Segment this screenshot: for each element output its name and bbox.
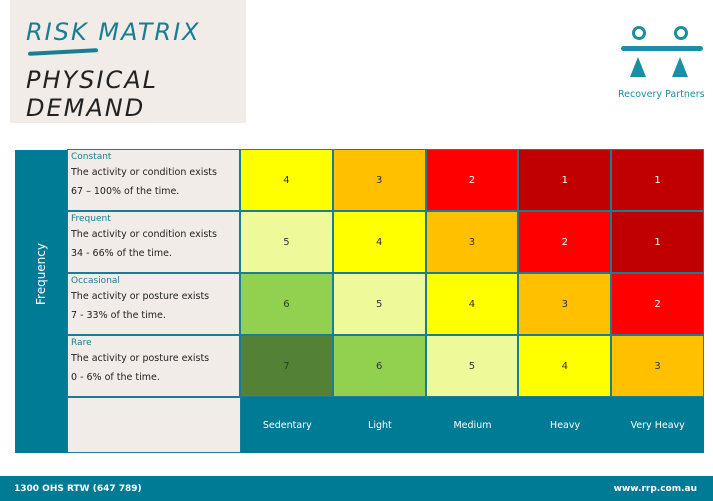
- blank-corner-cell: [67, 397, 241, 453]
- website-link[interactable]: www.rrp.com.au: [613, 484, 697, 494]
- description-range: 34 - 66% of the time.: [71, 248, 172, 259]
- frequency-name: Frequent: [71, 214, 111, 224]
- risk-score-cell: 4: [332, 211, 426, 273]
- risk-score-cell: 7: [240, 335, 333, 397]
- description-line: The activity or condition exists: [71, 167, 217, 178]
- column-label: Heavy: [550, 419, 581, 431]
- risk-score-cell: 2: [425, 149, 519, 211]
- risk-score-cell: 3: [425, 211, 519, 273]
- risk-score-cell: 3: [518, 273, 612, 335]
- frequency-name: Rare: [71, 338, 92, 348]
- matrix-row-rare: Rare The activity or posture exists 0 - …: [67, 335, 704, 397]
- row-description: Frequent The activity or condition exist…: [67, 211, 240, 273]
- risk-score-cell: 3: [332, 149, 426, 211]
- row-description: Constant The activity or condition exist…: [67, 149, 240, 211]
- matrix-row-occasional: Occasional The activity or posture exist…: [67, 273, 704, 335]
- matrix-row-frequent: Frequent The activity or condition exist…: [67, 211, 704, 273]
- risk-score-cell: 1: [518, 149, 612, 211]
- description-line: The activity or posture exists: [71, 353, 210, 364]
- column-label: Sedentary: [262, 419, 312, 431]
- column-label: Medium: [453, 419, 492, 431]
- description-line: The activity or posture exists: [71, 291, 210, 302]
- title-underline: [27, 48, 99, 56]
- title: RISK MATRIX: [26, 18, 201, 46]
- matrix-row-constant: Constant The activity or condition exist…: [67, 149, 704, 211]
- frequency-name: Constant: [71, 152, 112, 162]
- risk-score-cell: 2: [518, 211, 612, 273]
- risk-score-cell: 4: [240, 149, 333, 211]
- risk-score-cell: 3: [611, 335, 704, 397]
- phone-number: 1300 OHS RTW (647 789): [14, 484, 142, 494]
- risk-matrix: Frequency Constant The activity or condi…: [15, 149, 704, 453]
- description-range: 0 - 6% of the time.: [71, 372, 160, 383]
- risk-score-cell: 6: [332, 335, 426, 397]
- risk-score-cell: 2: [611, 273, 704, 335]
- row-description: Rare The activity or posture exists 0 - …: [67, 335, 240, 397]
- risk-score-cell: 5: [425, 335, 519, 397]
- risk-score-cell: 4: [425, 273, 519, 335]
- footer: 1300 OHS RTW (647 789) www.rrp.com.au: [0, 476, 713, 501]
- logo-text: Recovery Partners: [618, 89, 705, 100]
- risk-score-cell: 5: [240, 211, 333, 273]
- column-label: Light: [368, 419, 392, 431]
- demand-columns: Sedentary Light Medium Heavy Very Heavy: [241, 397, 704, 453]
- risk-score-cell: 1: [611, 149, 704, 211]
- recovery-partners-logo: Recovery Partners: [618, 24, 706, 104]
- column-label: Very Heavy: [630, 419, 685, 431]
- description-line: The activity or condition exists: [71, 229, 217, 240]
- risk-score-cell: 4: [518, 335, 612, 397]
- frequency-name: Occasional: [71, 276, 120, 286]
- row-description: Occasional The activity or posture exist…: [67, 273, 240, 335]
- subtitle: PHYSICAL DEMAND: [26, 66, 159, 122]
- risk-score-cell: 1: [611, 211, 704, 273]
- description-range: 7 - 33% of the time.: [71, 310, 166, 321]
- description-range: 67 – 100% of the time.: [71, 186, 180, 197]
- risk-score-cell: 5: [332, 273, 426, 335]
- frequency-axis-label: Frequency: [34, 242, 48, 305]
- risk-score-cell: 6: [240, 273, 333, 335]
- title-panel: RISK MATRIX PHYSICAL DEMAND: [10, 0, 246, 123]
